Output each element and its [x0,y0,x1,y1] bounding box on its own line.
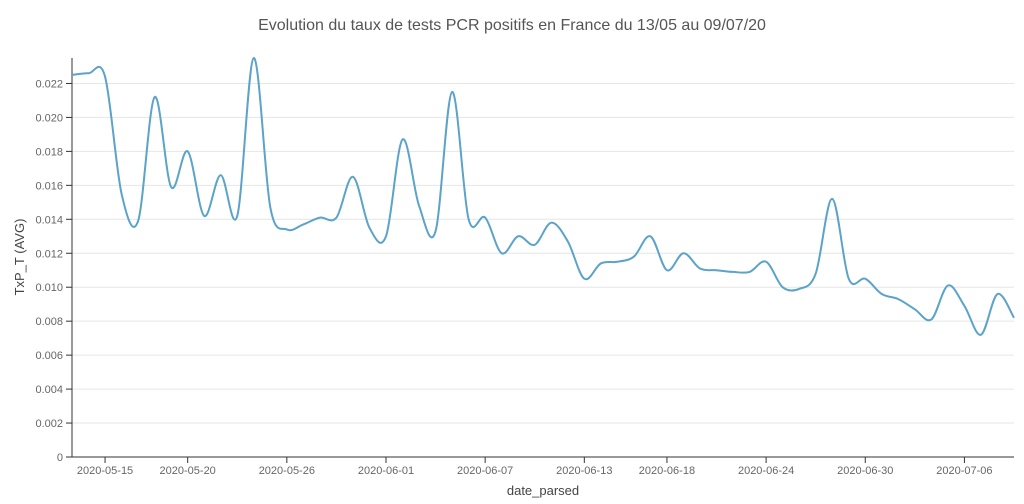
y-tick-label: 0.022 [35,78,63,90]
y-axis-ticks: 0 0.002 0.004 0.006 0.008 0.010 0.012 0.014 0.01… [35,78,72,464]
x-tick-label: 2020-05-26 [259,465,315,477]
x-tick-label: 2020-05-20 [160,465,216,477]
series-layer [71,56,1015,336]
y-tick-label: 0.002 [35,418,63,430]
x-tick-label: 2020-06-07 [457,465,513,477]
y-tick-label: 0.010 [35,282,63,294]
chart-title: Evolution du taux de tests PCR positifs … [258,17,766,34]
x-tick-label: 2020-05-15 [77,465,133,477]
grid-lines [72,82,1014,424]
x-tick-label: 2020-06-30 [837,465,893,477]
x-axis-ticks: 2020-05-15 2020-05-20 2020-05-26 2020-06-01… [77,457,993,477]
x-axis-label: date_parsed [507,483,579,498]
y-tick-label: 0.008 [35,316,63,328]
y-tick-label: 0.014 [35,214,63,226]
x-tick-label: 2020-06-13 [556,465,612,477]
y-axis-label: TxP_T (AVG) [12,219,27,296]
y-tick-label: 0.006 [35,350,63,362]
y-tick-label: 0.016 [35,180,63,192]
y-tick-label: 0.018 [35,146,63,158]
x-tick-label: 2020-06-18 [639,465,695,477]
y-tick-label: 0.004 [35,384,63,396]
x-tick-label: 2020-07-06 [936,465,992,477]
y-tick-label: 0.020 [35,112,63,124]
x-tick-label: 2020-06-01 [358,465,414,477]
series-line [71,56,1015,336]
y-tick-label: 0 [57,452,63,464]
x-tick-label: 2020-06-24 [738,465,794,477]
y-tick-label: 0.012 [35,248,63,260]
